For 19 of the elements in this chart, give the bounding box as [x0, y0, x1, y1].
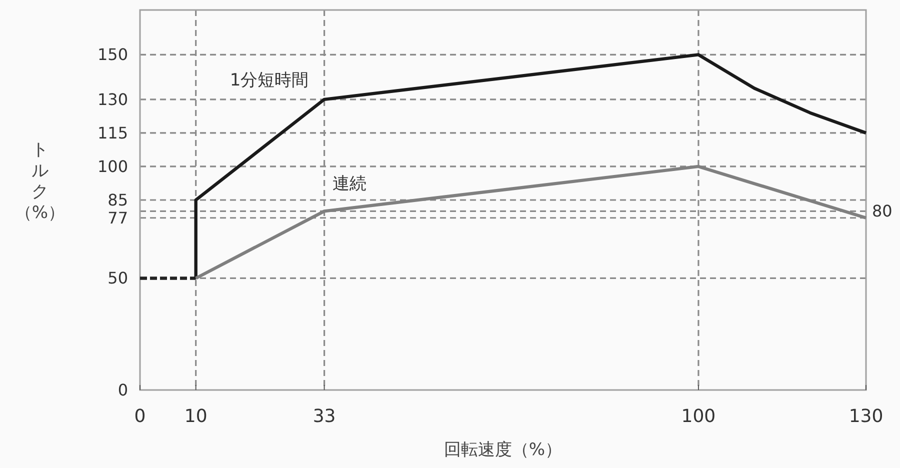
- y-tick-label: 50: [108, 268, 128, 288]
- y-axis-title: トルク（%）: [14, 140, 66, 223]
- series-label: 1分短時間: [230, 70, 309, 90]
- ref-line: 80: [140, 202, 892, 221]
- y-tick-label: 130: [97, 90, 128, 109]
- y-tick-label: 150: [97, 45, 128, 64]
- ref-line-label: 80: [872, 202, 892, 221]
- series-label: 連続: [332, 174, 366, 194]
- x-axis-title: 回転速度（%）: [444, 440, 562, 460]
- y-tick-label: 100: [97, 156, 128, 176]
- y-tick-label: 0: [118, 380, 128, 400]
- x-tick-label: 10: [184, 406, 208, 427]
- y-tick-label: 85: [108, 190, 128, 210]
- y-tick-label: 77: [108, 208, 128, 228]
- x-tick-label: 130: [848, 406, 884, 427]
- x-tick-label: 33: [312, 406, 336, 427]
- y-tick-label: 115: [97, 123, 128, 142]
- x-tick-label: 100: [681, 406, 716, 427]
- x-tick-label: 0: [134, 406, 146, 427]
